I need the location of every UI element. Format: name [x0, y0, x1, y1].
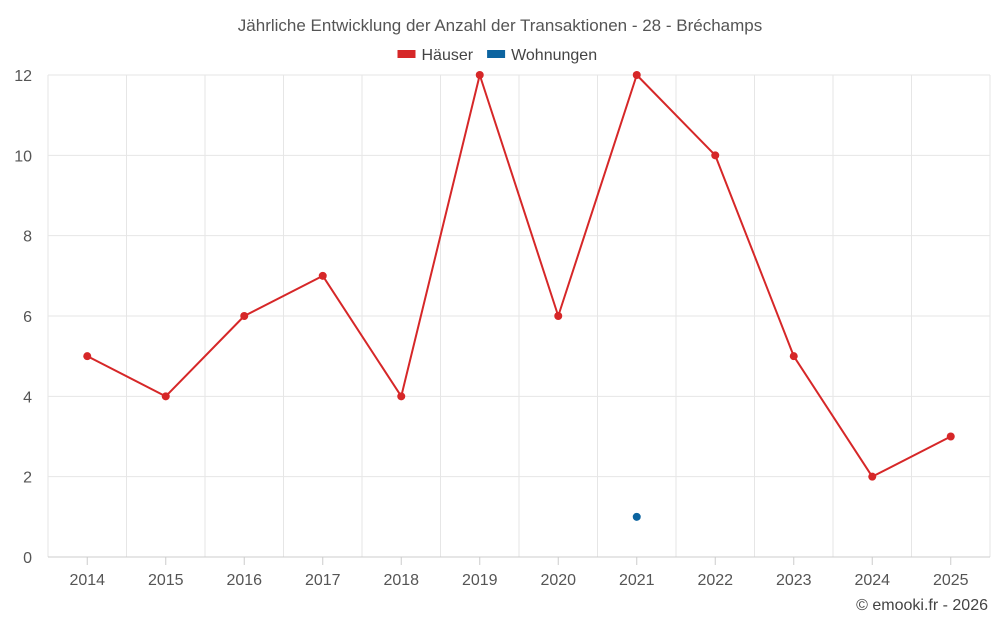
x-tick-label: 2023 [776, 572, 812, 589]
series-0-line [86, 74, 952, 478]
y-tick-label: 0 [23, 550, 32, 567]
chart-title: Jährliche Entwicklung der Anzahl der Tra… [238, 16, 762, 35]
legend[interactable]: Häuser Wohnungen [397, 47, 598, 64]
x-tick-label: 2020 [540, 572, 576, 589]
legend-label: Häuser [422, 47, 474, 64]
series-0-point[interactable] [868, 472, 877, 481]
y-tick-label: 2 [23, 470, 32, 487]
series-0-point[interactable] [946, 432, 955, 441]
series-0-point[interactable] [83, 352, 92, 361]
series-0 [83, 71, 955, 481]
x-tick-label: 2016 [226, 572, 262, 589]
x-tick-label: 2024 [854, 572, 890, 589]
x-tick-label: 2017 [305, 572, 341, 589]
series-0-point[interactable] [632, 71, 641, 79]
x-tick-label: 2014 [69, 572, 105, 589]
series-1 [632, 512, 641, 521]
legend-swatch [397, 50, 416, 58]
series-0-point[interactable] [475, 71, 484, 79]
legend-swatch [487, 50, 506, 58]
y-tick-label: 8 [23, 229, 32, 246]
x-tick-label: 2022 [697, 572, 733, 589]
series-0-point[interactable] [711, 151, 720, 160]
series-0-point[interactable] [240, 312, 249, 320]
x-tick-label: 2021 [619, 572, 655, 589]
series-1-point[interactable] [632, 512, 641, 521]
y-tick-label: 12 [14, 68, 32, 85]
y-tick-label: 10 [14, 148, 32, 165]
series-0-point[interactable] [318, 271, 327, 280]
series-0-point[interactable] [789, 352, 798, 361]
y-tick-label: 6 [23, 309, 32, 326]
y-tick-label: 4 [23, 389, 32, 406]
x-tick-label: 2019 [462, 572, 498, 589]
series-0-point[interactable] [554, 312, 563, 320]
credit-text: © emooki.fr - 2026 [856, 597, 988, 614]
x-tick-label: 2018 [383, 572, 419, 589]
grid [47, 74, 991, 557]
x-tick-label: 2025 [933, 572, 969, 589]
x-tick-label: 2015 [148, 572, 184, 589]
series-0-point[interactable] [397, 392, 406, 401]
series-layer [83, 71, 955, 521]
axes: 0 2 4 6 8 10 12 2014 2015 2016 2017 2018 2019 2020 202… [14, 68, 990, 589]
legend-label: Wohnungen [511, 47, 597, 64]
legend-item[interactable]: Wohnungen [487, 47, 597, 64]
series-0-point[interactable] [161, 392, 170, 401]
legend-item[interactable]: Häuser [397, 47, 474, 64]
